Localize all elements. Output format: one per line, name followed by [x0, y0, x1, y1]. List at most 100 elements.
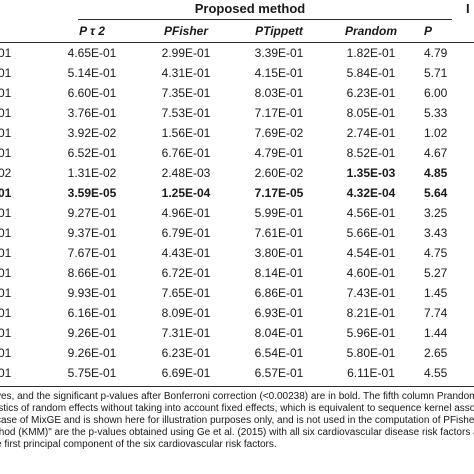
table-cell: 8.14E-01: [254, 266, 304, 280]
table-cell: 5.64: [424, 186, 448, 200]
table-cell: 5.71: [424, 66, 448, 80]
table-cell: 7.53E-01: [161, 106, 211, 120]
table-row: E-01 5.14E-01 4.31E-01 4.15E-01 5.84E-01 5.71: [0, 63, 474, 83]
table-cell: 4.60E-01: [346, 266, 396, 280]
table-cell: 4.85: [424, 166, 448, 180]
table-cell: 1.44: [424, 326, 448, 340]
right-group-header-fragment: I: [466, 1, 470, 16]
table-cell: 7.17E-05: [254, 186, 304, 200]
table-row: E-01 3.59E-05 1.25E-04 7.17E-05 4.32E-04 5.64: [0, 183, 474, 203]
column-header-p-tippett: PTippett: [232, 20, 326, 43]
table-cell: 7.61E-01: [254, 226, 304, 240]
table-row: E-02 1.31E-02 2.48E-03 2.60E-02 1.35E-03 4.85: [0, 163, 474, 183]
table-cell: 4.79E-01: [254, 146, 304, 160]
table-row: E-01 9.27E-01 4.96E-01 5.99E-01 4.56E-01 3.25: [0, 203, 474, 223]
table-cell: E-01: [0, 186, 12, 200]
table-cell: 6.57E-01: [254, 366, 304, 380]
table-cell: E-01: [0, 366, 12, 380]
table-cell: 8.52E-01: [346, 146, 396, 160]
table-cell: 3.59E-05: [67, 186, 117, 200]
table-cell: 1.45: [424, 286, 448, 300]
column-header-p-tau2: P τ 2: [44, 20, 140, 43]
table-cell: E-02: [0, 166, 12, 180]
table-cell: 7.17E-01: [254, 106, 304, 120]
table-cell: 5.75E-01: [67, 366, 117, 380]
table-cell: 6.86E-01: [254, 286, 304, 300]
table-cell: 4.54E-01: [346, 246, 396, 260]
table-cell: 3.76E-01: [67, 106, 117, 120]
table-row: E-01 9.26E-01 6.23E-01 6.54E-01 5.80E-01 2.65: [0, 343, 474, 363]
table-cell: 4.96E-01: [161, 206, 211, 220]
table-cell: 9.37E-01: [67, 226, 117, 240]
table-cell: 4.15E-01: [254, 66, 304, 80]
column-header-row: 2) P τ 2 PFisher PTippett Prandom P: [0, 20, 474, 43]
table-row: E-01 9.93E-01 7.65E-01 6.86E-01 7.43E-01 1.45: [0, 283, 474, 303]
table-cell: 4.43E-01: [161, 246, 211, 260]
table-cell: E-01: [0, 66, 12, 80]
proposed-method-header: Proposed method: [194, 1, 306, 16]
table-row: E-01 3.76E-01 7.53E-01 7.17E-01 8.05E-01 5.33: [0, 103, 474, 123]
table-cell: 6.79E-01: [161, 226, 211, 240]
column-header-p-fisher: PFisher: [140, 20, 232, 43]
table-footnotes: ves, and the significant p-values after …: [0, 391, 474, 451]
table-cell: 1.35E-03: [346, 166, 396, 180]
table-cell: E-01: [0, 126, 12, 140]
table-cell: 7.31E-01: [161, 326, 211, 340]
table-cell: E-01: [0, 326, 12, 340]
table-cell: 4.55: [424, 366, 448, 380]
footnote-line: ves, and the significant p-values after …: [0, 391, 474, 402]
table-cell: 1.25E-04: [161, 186, 211, 200]
footnote-line: e first principal component of the six c…: [0, 439, 277, 450]
table-row: E-01 6.16E-01 8.09E-01 6.93E-01 8.21E-01 7.74: [0, 303, 474, 323]
table-cell: 6.23E-01: [346, 86, 396, 100]
table-cell: 5.14E-01: [67, 66, 117, 80]
table-cell: 7.65E-01: [161, 286, 211, 300]
table-cell: 2.74E-01: [346, 126, 396, 140]
table-cell: 4.31E-01: [161, 66, 211, 80]
table-cell: E-01: [0, 106, 12, 120]
table-cell: 9.26E-01: [67, 346, 117, 360]
table-cell: 5.80E-01: [346, 346, 396, 360]
table-row: E-01 6.52E-01 6.76E-01 4.79E-01 8.52E-01 4.67: [0, 143, 474, 163]
table-row: E-01 4.65E-01 2.99E-01 3.39E-01 1.82E-01 4.79: [0, 43, 474, 64]
group-header-rule: [78, 19, 452, 20]
table-row: E-01 8.66E-01 6.72E-01 8.14E-01 4.60E-01 5.27: [0, 263, 474, 283]
table-cell: 5.99E-01: [254, 206, 304, 220]
column-header-partial: 2): [0, 20, 44, 43]
table-cell: 1.02: [424, 126, 448, 140]
table-cell: 2.99E-01: [161, 46, 211, 60]
table-cell: 1.82E-01: [346, 46, 396, 60]
table-cell: 6.76E-01: [161, 146, 211, 160]
table-row: E-01 5.75E-01 6.69E-01 6.57E-01 6.11E-01 4.55: [0, 363, 474, 383]
table-cell: E-01: [0, 206, 12, 220]
table-cell: E-01: [0, 146, 12, 160]
table-cell: E-01: [0, 266, 12, 280]
table-bottom-rule: [0, 386, 474, 387]
table-cell: 3.43: [424, 226, 448, 240]
table-cell: 4.67: [424, 146, 448, 160]
table-cell: 6.93E-01: [254, 306, 304, 320]
table-cell: 6.72E-01: [161, 266, 211, 280]
table-cell: 6.60E-01: [67, 86, 117, 100]
table-cell: E-01: [0, 46, 12, 60]
table-row: E-01 3.92E-02 1.56E-01 7.69E-02 2.74E-01 1.02: [0, 123, 474, 143]
column-header-p-truncated: P: [416, 20, 474, 43]
footnote-line: istics of random effects without taking …: [0, 403, 474, 414]
table-cell: 7.74: [424, 306, 448, 320]
table-cell: 1.31E-02: [67, 166, 117, 180]
table-cell: 4.65E-01: [67, 46, 117, 60]
table-cell: 5.27: [424, 266, 448, 280]
table-cell: 9.93E-01: [67, 286, 117, 300]
table-cell: 8.09E-01: [161, 306, 211, 320]
table-cell: 8.21E-01: [346, 306, 396, 320]
table-cell: 4.75: [424, 246, 448, 260]
table-cell: 5.66E-01: [346, 226, 396, 240]
table-cell: 3.80E-01: [254, 246, 304, 260]
table-cell: 9.26E-01: [67, 326, 117, 340]
table-cell: 8.05E-01: [346, 106, 396, 120]
table-cell: 4.56E-01: [346, 206, 396, 220]
table-cell: 8.66E-01: [67, 266, 117, 280]
table-cell: 6.11E-01: [347, 366, 395, 380]
table-cell: 5.84E-01: [346, 66, 396, 80]
